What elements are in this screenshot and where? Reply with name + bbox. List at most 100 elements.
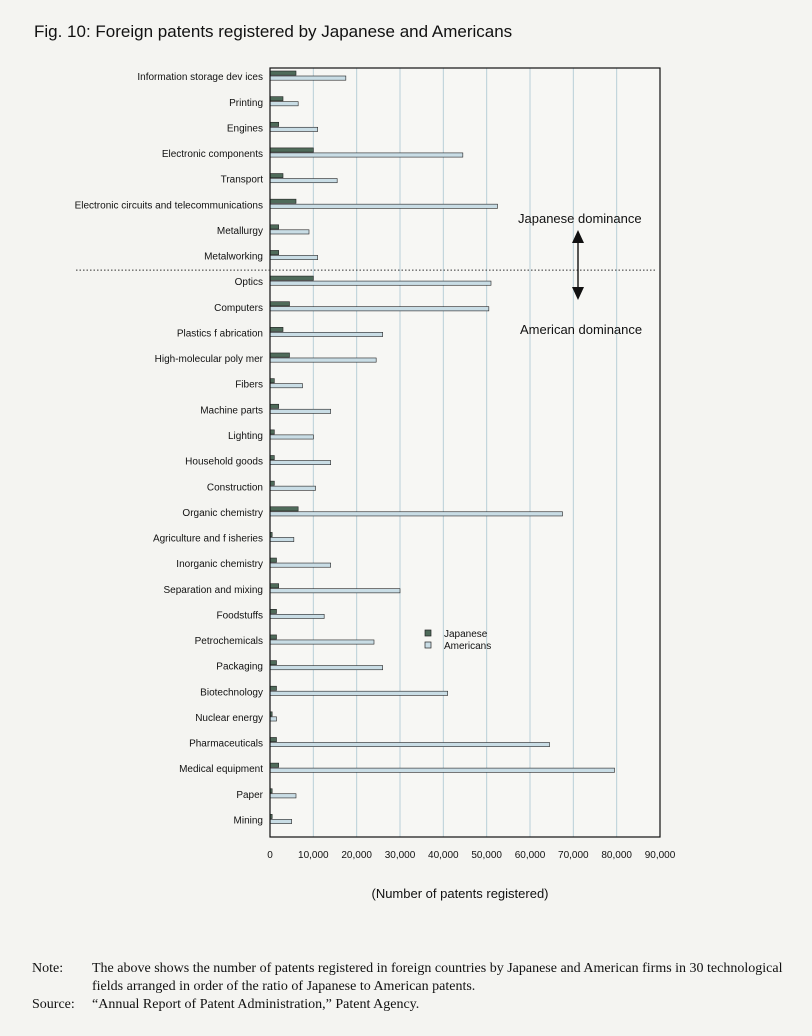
bar-americans	[269, 485, 316, 491]
bar-japanese	[269, 198, 297, 204]
bar-japanese	[269, 634, 277, 640]
bar-japanese	[269, 378, 275, 384]
category-label: Petrochemicals	[195, 636, 263, 647]
category-label: Foodstuffs	[216, 610, 263, 621]
bar-japanese	[269, 506, 299, 512]
category-label: Inorganic chemistry	[176, 559, 263, 570]
bar-americans	[269, 562, 331, 568]
legend-swatch-japanese	[424, 629, 432, 637]
bar-japanese	[269, 327, 284, 332]
category-label: Paper	[236, 790, 263, 801]
x-tick-label: 80,000	[601, 850, 632, 861]
bar-americans	[269, 280, 492, 286]
bar-americans	[269, 126, 318, 132]
bar-americans	[269, 178, 338, 184]
bar-americans	[269, 229, 310, 235]
american-dominance-label: American dominance	[520, 322, 643, 337]
bar-americans	[269, 511, 563, 517]
figure-title: Fig. 10: Foreign patents registered by J…	[34, 22, 513, 41]
bar-japanese	[269, 96, 284, 102]
bar-americans	[269, 716, 277, 722]
plot-frame	[269, 67, 661, 838]
bar-americans	[269, 383, 303, 389]
bar-americans	[269, 793, 297, 799]
note-text: The above shows the number of patents re…	[92, 961, 783, 994]
x-tick-label: 70,000	[558, 850, 589, 861]
bar-japanese	[269, 275, 314, 281]
bar-japanese	[269, 224, 279, 230]
category-label: High-molecular poly mer	[155, 354, 264, 365]
category-label: Packaging	[216, 662, 263, 673]
category-label: Machine parts	[200, 405, 263, 416]
bar-americans	[269, 613, 325, 619]
category-label: Electronic circuits and telecommunicatio…	[75, 200, 263, 211]
category-label: Computers	[214, 303, 263, 314]
category-label: Nuclear energy	[195, 713, 263, 724]
bar-americans	[269, 434, 314, 440]
bar-americans	[269, 255, 318, 260]
category-label: Transport	[221, 175, 264, 186]
x-tick-label: 20,000	[341, 850, 372, 861]
x-tick-label: 0	[267, 850, 273, 861]
category-label: Metallurgy	[217, 226, 263, 237]
bar-japanese	[269, 301, 290, 307]
bar-americans	[269, 101, 299, 107]
legend-label-japanese: Japanese	[444, 629, 488, 640]
x-tick-label: 60,000	[515, 850, 546, 861]
bar-americans	[269, 588, 401, 594]
plot-area	[270, 68, 660, 837]
bar-americans	[269, 767, 615, 773]
note-label: Note:	[32, 961, 64, 976]
bar-americans	[269, 357, 377, 363]
category-label: Mining	[234, 815, 263, 826]
bar-americans	[269, 639, 375, 645]
bar-americans	[269, 332, 383, 337]
bar-japanese	[269, 403, 279, 409]
category-label: Optics	[235, 277, 263, 288]
x-axis-label: (Number of patents registered)	[371, 886, 549, 901]
category-label: Information storage dev ices	[137, 72, 263, 83]
bar-americans	[269, 306, 490, 312]
x-tick-label: 90,000	[645, 850, 676, 861]
category-label: Metalworking	[204, 252, 263, 263]
bar-americans	[269, 152, 464, 158]
x-tick-label: 10,000	[298, 850, 329, 861]
category-label: Biotechnology	[200, 687, 263, 698]
bar-japanese	[269, 480, 275, 486]
bar-japanese	[269, 608, 277, 614]
bar-japanese	[269, 455, 275, 460]
x-tick-label: 40,000	[428, 850, 459, 861]
category-label: Household goods	[185, 457, 263, 468]
bar-japanese	[269, 121, 279, 127]
category-label: Agriculture and f isheries	[153, 534, 263, 545]
category-label: Construction	[207, 482, 263, 493]
category-label: Separation and mixing	[163, 585, 263, 596]
category-label: Printing	[229, 98, 263, 109]
legend-label-americans: Americans	[444, 641, 491, 652]
bar-japanese	[269, 583, 279, 589]
x-tick-label: 50,000	[471, 850, 502, 861]
legend-swatch-americans	[424, 641, 432, 649]
bar-americans	[269, 75, 347, 81]
category-label: Organic chemistry	[182, 508, 263, 519]
bar-japanese	[269, 173, 284, 179]
bar-japanese	[269, 70, 297, 76]
bar-japanese	[269, 250, 279, 255]
bar-japanese	[269, 352, 290, 358]
source-label: Source:	[32, 997, 75, 1012]
bar-japanese	[269, 147, 314, 153]
bar-americans	[269, 742, 550, 747]
bar-japanese	[269, 429, 275, 435]
bar-japanese	[269, 660, 277, 666]
category-label: Electronic components	[162, 149, 263, 160]
bar-americans	[269, 408, 331, 414]
category-label: Lighting	[228, 431, 263, 442]
bar-japanese	[269, 557, 277, 563]
category-label: Engines	[227, 123, 263, 134]
bar-americans	[269, 203, 498, 209]
x-tick-label: 30,000	[385, 850, 416, 861]
category-label: Pharmaceuticals	[189, 739, 263, 750]
bar-americans	[269, 537, 295, 542]
source-text: “Annual Report of Patent Administration,…	[92, 997, 420, 1012]
